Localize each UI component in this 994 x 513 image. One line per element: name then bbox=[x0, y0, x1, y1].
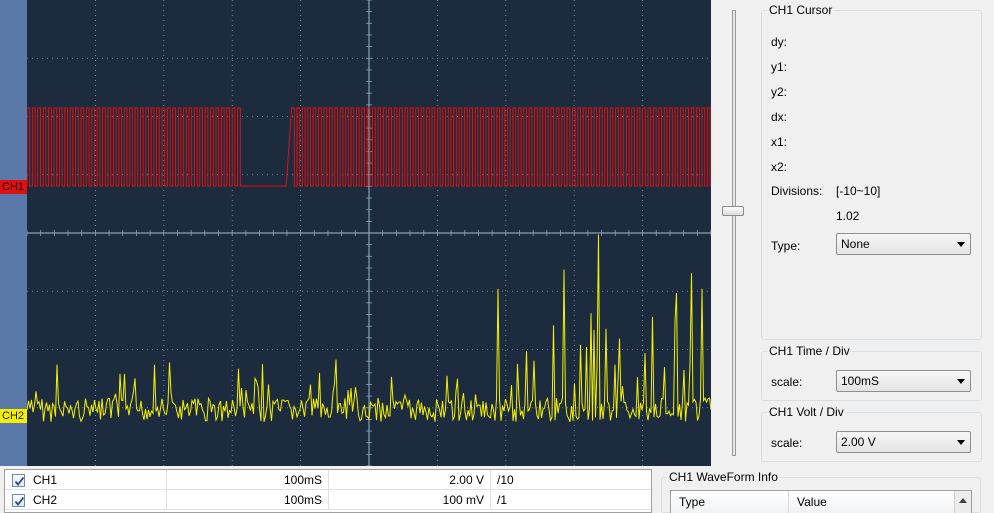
volt-div-panel: CH1 Volt / Div scale: 2.00 V bbox=[761, 405, 982, 462]
x1-label: x1: bbox=[771, 135, 788, 149]
table-row[interactable]: CH2 100mS 100 mV /1 bbox=[5, 490, 651, 510]
channel-probe: /10 bbox=[497, 473, 514, 487]
time-div-panel: CH1 Time / Div scale: 100mS bbox=[761, 344, 982, 401]
cursor-panel-title: CH1 Cursor bbox=[767, 3, 835, 17]
volt-scale-value: 2.00 V bbox=[841, 435, 876, 449]
channel-time: 100mS bbox=[167, 490, 329, 510]
ch1-enable-checkbox[interactable] bbox=[12, 474, 25, 487]
channel-table: CH1 100mS 2.00 V /10 CH2 100mS 100 mV /1 bbox=[4, 469, 652, 513]
channel-name: CH1 bbox=[5, 470, 167, 490]
volt-scale-select[interactable]: 2.00 V bbox=[836, 431, 971, 453]
ch2-enable-checkbox[interactable] bbox=[12, 494, 25, 507]
time-scale-label: scale: bbox=[771, 375, 803, 389]
ch1-offset-marker[interactable]: CH1 bbox=[0, 180, 33, 194]
ch2-offset-marker[interactable]: CH2 bbox=[0, 409, 33, 423]
column-header-type[interactable]: Type bbox=[671, 491, 789, 513]
channel-name: CH2 bbox=[5, 490, 167, 510]
scroll-up-icon[interactable] bbox=[959, 498, 967, 503]
checkmark-icon bbox=[14, 476, 25, 486]
y1-label: y1: bbox=[771, 60, 788, 74]
table-row[interactable]: CH1 100mS 2.00 V /10 bbox=[5, 470, 651, 490]
ch2-waveform bbox=[27, 234, 711, 423]
slider-track bbox=[732, 10, 736, 456]
waveform-info-panel: CH1 WaveForm Info Type Value bbox=[661, 470, 981, 513]
dy-label: dy: bbox=[771, 35, 788, 49]
column-header-value[interactable]: Value bbox=[789, 491, 955, 513]
channel-offset-strip[interactable]: CH1 CH2 bbox=[0, 0, 33, 466]
dx-label: dx: bbox=[771, 110, 788, 124]
cursor-type-select[interactable]: None bbox=[836, 233, 971, 255]
time-scale-value: 100mS bbox=[841, 374, 880, 388]
channel-volt: 100 mV bbox=[329, 490, 491, 510]
cursor-panel: CH1 Cursor dy: y1: y2: dx: x1: x2: Divis… bbox=[761, 3, 982, 340]
slider-thumb[interactable] bbox=[722, 206, 744, 216]
waveform-info-title: CH1 WaveForm Info bbox=[667, 470, 780, 484]
waveform-info-table: Type Value bbox=[670, 490, 972, 513]
divisions-label: Divisions: bbox=[771, 184, 823, 198]
y2-label: y2: bbox=[771, 85, 788, 99]
chevron-down-icon bbox=[957, 242, 965, 247]
channel-time: 100mS bbox=[167, 470, 329, 490]
checkmark-icon bbox=[14, 496, 25, 506]
channel-probe: /1 bbox=[497, 493, 508, 507]
divisions-value: 1.02 bbox=[836, 209, 860, 223]
chevron-down-icon bbox=[957, 440, 965, 445]
waveform-canvas bbox=[27, 0, 711, 466]
volt-div-title: CH1 Volt / Div bbox=[767, 405, 846, 419]
channel-volt: 2.00 V bbox=[329, 470, 491, 490]
ch1-waveform bbox=[27, 107, 711, 187]
time-div-title: CH1 Time / Div bbox=[767, 344, 852, 358]
x2-label: x2: bbox=[771, 160, 788, 174]
vertical-position-slider[interactable] bbox=[711, 0, 758, 466]
scope-grid bbox=[27, 0, 711, 466]
scope-display[interactable] bbox=[27, 0, 711, 466]
time-scale-select[interactable]: 100mS bbox=[836, 370, 971, 392]
waveform-info-scrollbar[interactable] bbox=[954, 491, 971, 513]
volt-scale-label: scale: bbox=[771, 436, 803, 450]
cursor-type-value: None bbox=[841, 237, 870, 251]
chevron-down-icon bbox=[957, 379, 965, 384]
divisions-range: [-10~10] bbox=[836, 184, 881, 198]
type-label: Type: bbox=[771, 239, 801, 253]
